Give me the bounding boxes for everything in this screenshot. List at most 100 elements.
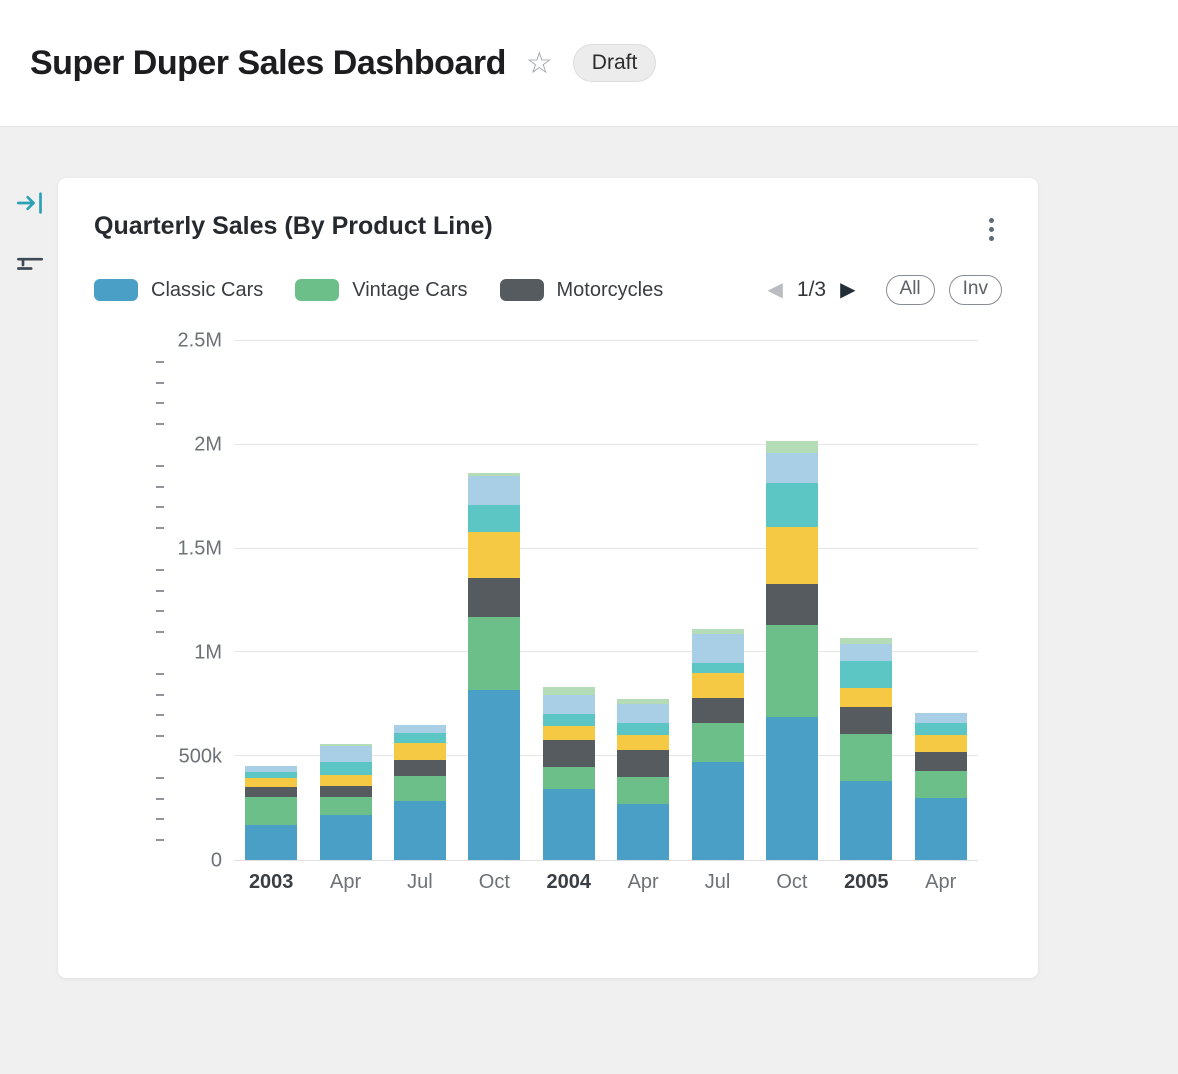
bar-segment xyxy=(393,742,446,761)
x-axis-label: Apr xyxy=(925,871,957,893)
y-axis-label: 500k xyxy=(178,745,222,768)
x-axis-label: Oct xyxy=(478,871,510,893)
all-button[interactable]: All xyxy=(885,275,935,305)
bars xyxy=(234,341,978,860)
bar-segment xyxy=(468,577,521,618)
plot-area xyxy=(234,340,978,861)
minor-tick xyxy=(156,776,164,779)
legend-swatch xyxy=(499,279,544,301)
bar-segment xyxy=(468,505,521,533)
bar-segment xyxy=(914,752,967,771)
bar-segment xyxy=(393,733,446,743)
bar-3-oct[interactable] xyxy=(468,341,521,860)
x-axis-label: 2004 xyxy=(546,871,592,893)
bar-9-apr[interactable] xyxy=(914,341,967,860)
gridline xyxy=(234,651,978,653)
minor-tick xyxy=(156,693,164,696)
legend-row: Classic Cars Vintage Cars Motorcycles ◀ … xyxy=(94,275,1002,305)
filter-icon[interactable] xyxy=(16,253,44,282)
bar-5-apr[interactable] xyxy=(617,341,670,860)
bar-segment xyxy=(840,707,893,735)
bar-segment xyxy=(840,660,893,688)
page-header: Super Duper Sales Dashboard ☆ Draft xyxy=(0,0,1178,127)
minor-tick xyxy=(156,631,164,634)
bar-segment xyxy=(542,726,595,740)
bar-segment xyxy=(542,686,595,695)
favorite-star-icon[interactable]: ☆ xyxy=(525,47,553,80)
legend-item-classic-cars[interactable]: Classic Cars xyxy=(94,279,263,302)
legend-label: Vintage Cars xyxy=(352,278,468,301)
legend-swatch xyxy=(94,279,138,301)
bar-segment xyxy=(319,786,372,797)
minor-tick xyxy=(156,818,164,821)
bar-7-oct[interactable] xyxy=(765,341,818,860)
minor-tick xyxy=(156,423,164,426)
bar-segment xyxy=(319,743,372,746)
bar-segment xyxy=(542,739,595,767)
bar-segment xyxy=(468,532,521,578)
bar-segment xyxy=(245,796,298,825)
status-badge: Draft xyxy=(572,44,657,82)
bar-segment xyxy=(319,762,372,775)
x-axis-label: 2003 xyxy=(248,871,294,893)
bar-segment xyxy=(691,628,744,634)
bar-4-2004[interactable] xyxy=(542,341,595,860)
bar-segment xyxy=(765,526,818,584)
bar-segment xyxy=(393,800,446,860)
legend-item-motorcycles[interactable]: Motorcycles xyxy=(499,279,663,302)
bar-0-2003[interactable] xyxy=(245,341,298,860)
y-axis-label: 1.5M xyxy=(177,537,222,560)
bar-segment xyxy=(765,483,818,527)
minor-tick xyxy=(156,402,164,405)
minor-tick xyxy=(156,839,164,842)
bar-segment xyxy=(319,774,372,787)
bar-segment xyxy=(542,789,595,860)
bar-segment xyxy=(765,716,818,860)
bar-1-apr[interactable] xyxy=(319,341,372,860)
bar-2-jul[interactable] xyxy=(393,341,446,860)
gridline xyxy=(234,443,978,445)
bar-segment xyxy=(468,472,521,476)
bar-segment xyxy=(840,734,893,782)
minor-tick xyxy=(156,485,164,488)
bar-segment xyxy=(691,762,744,860)
y-axis-label: 2.5M xyxy=(177,329,222,352)
bar-segment xyxy=(840,644,893,661)
bar-segment xyxy=(617,735,670,750)
x-axis-label: Oct xyxy=(776,871,808,893)
bar-segment xyxy=(691,673,744,699)
side-toolbar xyxy=(16,190,44,282)
bar-segment xyxy=(691,662,744,674)
legend-prev-icon[interactable]: ◀ xyxy=(767,279,783,301)
y-axis: 0 500k 1M 1.5M 2M 2.5M xyxy=(94,330,234,872)
minor-tick xyxy=(156,797,164,800)
kebab-menu-icon[interactable] xyxy=(981,212,1002,247)
bar-segment xyxy=(617,699,670,705)
bar-8-2005[interactable] xyxy=(840,341,893,860)
legend-next-icon[interactable]: ▶ xyxy=(840,279,856,301)
bar-segment xyxy=(468,475,521,506)
bar-segment xyxy=(914,770,967,798)
legend-swatch xyxy=(295,279,340,301)
inv-button[interactable]: Inv xyxy=(948,275,1002,305)
bar-segment xyxy=(319,796,372,816)
minor-tick xyxy=(156,610,164,613)
bar-segment xyxy=(765,625,818,717)
bar-segment xyxy=(393,760,446,776)
bar-segment xyxy=(319,815,372,860)
gridline xyxy=(234,340,978,341)
minor-tick xyxy=(156,360,164,363)
legend-pagination: ◀ 1/3 ▶ xyxy=(768,278,856,302)
legend-item-vintage-cars[interactable]: Vintage Cars xyxy=(295,278,468,302)
x-axis-label: 2005 xyxy=(844,871,889,893)
collapse-panel-icon[interactable] xyxy=(16,190,44,221)
bar-segment xyxy=(914,723,967,736)
bar-segment xyxy=(617,749,670,777)
bar-segment xyxy=(245,765,298,772)
y-axis-label: 2M xyxy=(194,433,222,456)
bar-6-jul[interactable] xyxy=(691,341,744,860)
legend-page-indicator: 1/3 xyxy=(796,278,827,301)
bar-segment xyxy=(468,689,521,860)
minor-tick xyxy=(156,464,164,467)
x-axis-label: Apr xyxy=(627,871,659,893)
